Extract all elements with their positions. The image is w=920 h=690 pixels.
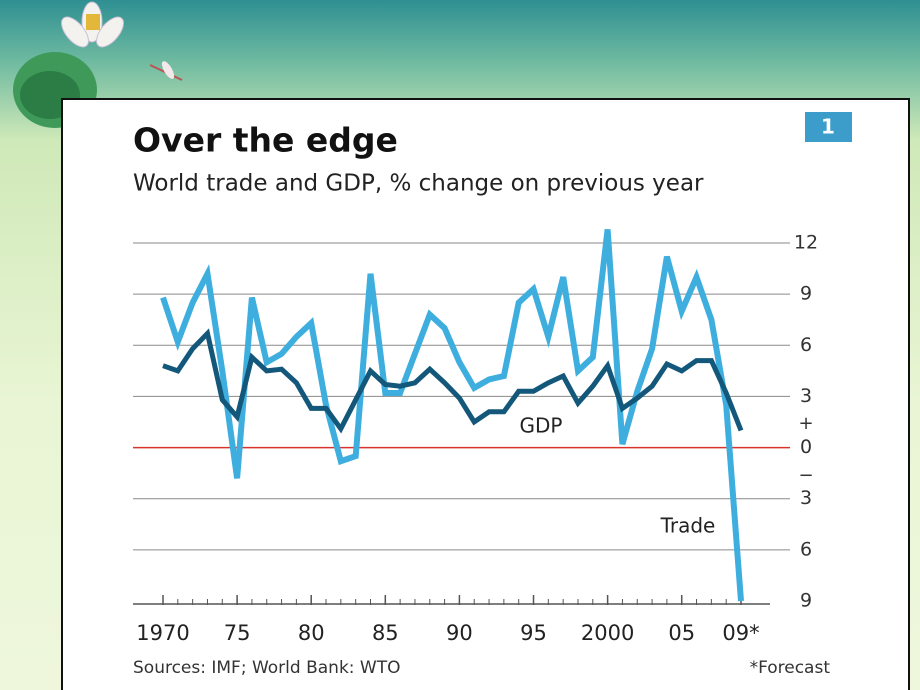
- x-tick-label: 75: [224, 621, 251, 645]
- x-tick-label: 95: [520, 621, 547, 645]
- series-label: Trade: [660, 514, 716, 538]
- y-tick-label: 12: [794, 232, 818, 254]
- y-tick-label: 0: [800, 436, 812, 458]
- x-tick-label: 1970: [136, 621, 189, 645]
- series-line: [162, 328, 744, 434]
- chart-frame: [61, 98, 910, 690]
- x-tick-label: 09*: [722, 621, 759, 645]
- chart-subtitle: World trade and GDP, % change on previou…: [133, 171, 704, 197]
- series-label: GDP: [520, 414, 563, 438]
- axis-sign: −: [798, 465, 813, 486]
- x-tick-label: 90: [446, 621, 473, 645]
- axis-sign: +: [798, 413, 813, 434]
- badge-label: 1: [821, 115, 835, 139]
- y-tick-label: 9: [800, 590, 812, 612]
- x-tick-label: 80: [298, 621, 325, 645]
- badge: [805, 112, 852, 142]
- y-tick-label: 6: [800, 334, 812, 356]
- source: Sources: IMF; World Bank: WTO: [133, 658, 401, 678]
- y-tick-label: 9: [800, 283, 812, 305]
- x-tick-label: 2000: [581, 621, 634, 645]
- footnote: *Forecast: [750, 658, 831, 678]
- chart-title: Over the edge: [133, 121, 398, 160]
- y-tick-label: 3: [800, 385, 812, 407]
- y-tick-label: 6: [800, 538, 812, 560]
- x-tick-label: 85: [372, 621, 399, 645]
- y-tick-label: 3: [800, 487, 812, 509]
- series-line: [160, 229, 744, 602]
- x-tick-label: 05: [668, 621, 695, 645]
